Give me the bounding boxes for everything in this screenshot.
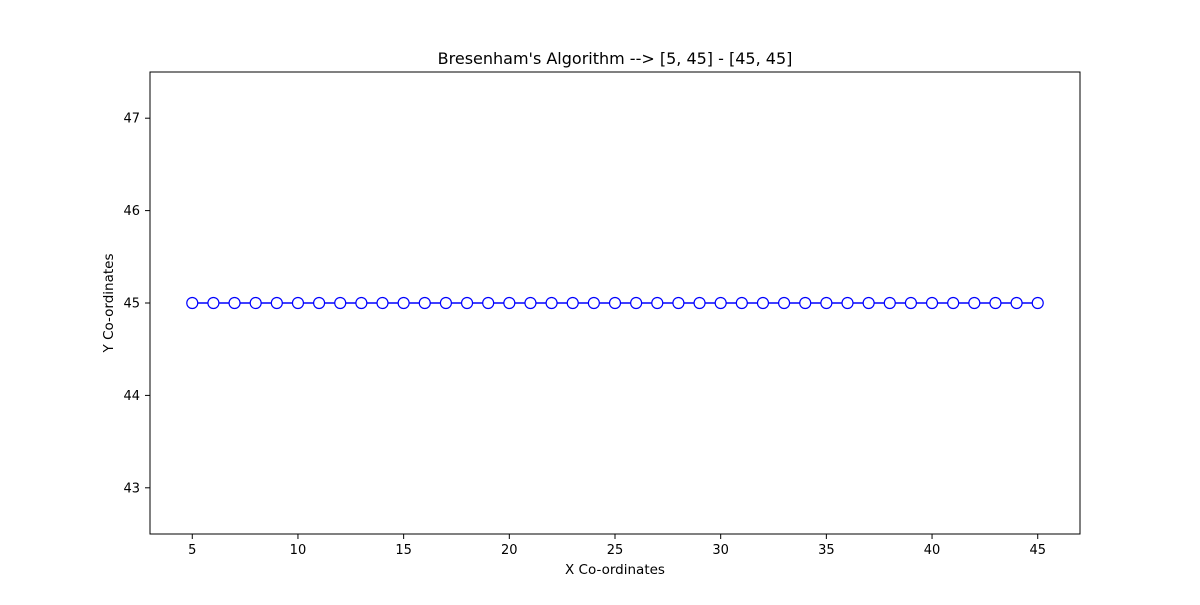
series-layer: [186, 296, 1044, 310]
x-tick-label: 40: [924, 543, 941, 558]
data-point: [186, 296, 199, 310]
data-point: [355, 296, 368, 310]
x-axis-label: X Co-ordinates: [565, 562, 665, 578]
data-point: [270, 296, 283, 310]
plot-frame: [149, 71, 1081, 535]
y-tick-label: 45: [123, 297, 140, 312]
y-axis-ticks: 43 44 45 46 47: [123, 112, 150, 496]
data-point: [524, 296, 537, 310]
data-point: [587, 296, 600, 310]
x-tick-label: 15: [395, 543, 412, 558]
data-point: [799, 296, 812, 310]
data-point: [989, 296, 1002, 310]
data-point: [1010, 296, 1023, 310]
data-point: [376, 296, 389, 310]
y-tick-label: 46: [123, 204, 140, 219]
data-point: [735, 296, 748, 310]
x-tick-label: 20: [501, 543, 518, 558]
data-point: [397, 296, 410, 310]
data-point: [651, 296, 664, 310]
data-point: [968, 296, 981, 310]
data-point: [482, 296, 495, 310]
data-point: [207, 296, 220, 310]
x-tick-label: 45: [1029, 543, 1046, 558]
data-point: [841, 296, 854, 310]
data-point: [714, 296, 727, 310]
data-point: [460, 296, 474, 310]
data-point: [312, 296, 326, 310]
y-axis-label: Y Co-ordinates: [101, 254, 117, 354]
data-point: [228, 296, 241, 310]
data-point: [503, 296, 516, 310]
x-axis-ticks: 5 10 15 20 25 30 35 40 45: [188, 534, 1046, 558]
data-point: [249, 296, 262, 310]
data-point: [1031, 296, 1044, 310]
x-tick-label: 25: [607, 543, 624, 558]
y-tick-label: 43: [123, 481, 140, 496]
data-point: [545, 296, 558, 310]
data-point: [672, 296, 685, 310]
x-tick-label: 5: [188, 543, 196, 558]
data-point: [630, 296, 643, 310]
y-tick-label: 47: [123, 112, 140, 127]
data-point: [862, 296, 875, 310]
data-point: [439, 296, 453, 310]
data-point: [756, 296, 770, 310]
data-point: [566, 296, 579, 310]
y-tick-label: 44: [123, 389, 140, 404]
data-point: [925, 296, 939, 310]
data-point: [883, 296, 896, 310]
data-point: [693, 296, 706, 310]
data-point: [334, 296, 347, 310]
chart-title: Bresenham's Algorithm --> [5, 45] - [45,…: [438, 49, 793, 68]
x-tick-label: 35: [818, 543, 835, 558]
data-point: [418, 296, 431, 310]
data-point: [777, 296, 791, 310]
data-point: [608, 296, 622, 310]
data-point: [947, 296, 960, 310]
x-tick-label: 30: [712, 543, 729, 558]
data-point: [904, 296, 918, 310]
data-point: [291, 296, 305, 310]
data-point: [820, 296, 833, 310]
x-tick-label: 10: [290, 543, 307, 558]
